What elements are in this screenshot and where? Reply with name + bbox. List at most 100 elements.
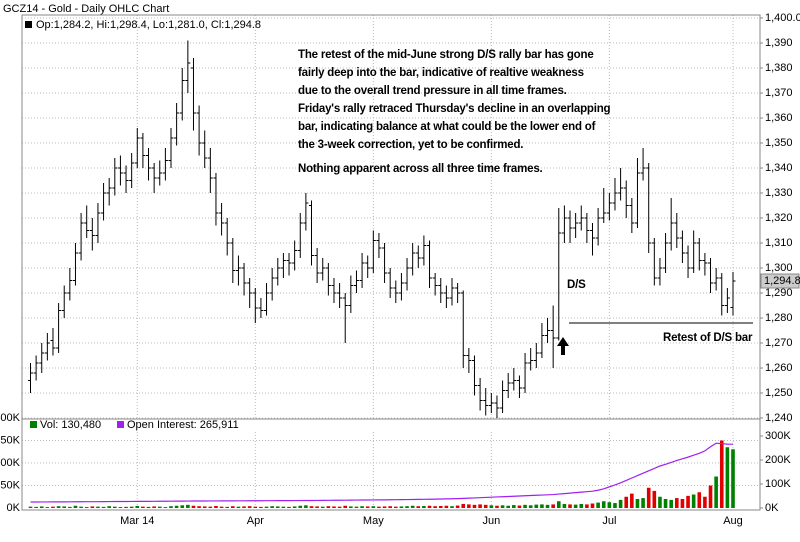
x-tick-label: Jun	[482, 515, 500, 527]
y-tick-label: 0K	[7, 502, 21, 514]
volume-bar	[264, 506, 269, 508]
volume-bar	[422, 505, 426, 508]
ds-label: D/S	[567, 279, 586, 291]
volume-bar	[146, 506, 151, 508]
commentary-line: the 3-week correction, yet to be confirm…	[298, 139, 523, 151]
volume-bar	[253, 506, 258, 508]
volume-bar	[56, 506, 61, 508]
volume-bar	[731, 449, 735, 508]
x-tick-label: May	[363, 515, 384, 527]
y-tick-label: 150K	[0, 434, 21, 446]
volume-bar	[596, 502, 600, 508]
volume-bar	[186, 504, 190, 508]
volume-bar	[51, 506, 55, 508]
x-tick-label: Apr	[247, 515, 264, 527]
volume-bar	[124, 506, 128, 508]
volume-bar	[197, 506, 201, 508]
legend-label: Open Interest: 265,911	[127, 419, 239, 431]
volume-bar	[495, 505, 499, 508]
volume-bar	[34, 506, 38, 508]
volume-bar	[354, 506, 359, 508]
volume-bar	[669, 499, 673, 508]
volume-bar	[691, 494, 696, 508]
volume-bar	[478, 504, 482, 508]
volume-bar	[708, 485, 713, 508]
volume-bar	[174, 505, 179, 508]
volume-bar	[551, 504, 555, 508]
volume-bar	[613, 503, 617, 508]
commentary: The retest of the mid-June strong D/S ra…	[298, 49, 611, 175]
x-tick-label: Aug	[723, 515, 743, 527]
volume-bar	[601, 501, 606, 508]
volume-bar	[62, 506, 67, 508]
volume-panel	[21, 418, 761, 511]
y-tick-label: 1,270	[765, 337, 793, 349]
commentary-line: Friday's rally retraced Thursday's decli…	[298, 103, 611, 115]
y-tick-label: 1,350	[765, 137, 793, 149]
volume-bar	[45, 507, 50, 508]
volume-bar	[68, 506, 72, 508]
volume-bar	[236, 506, 241, 508]
volume-bar	[281, 506, 286, 508]
commentary-line: due to the overall trend pressure in all…	[298, 85, 567, 97]
volume-bar	[450, 506, 454, 508]
volume-bar	[377, 506, 381, 508]
volume-bar	[405, 506, 409, 508]
volume-bar	[399, 506, 404, 508]
volume-bar	[343, 505, 348, 508]
volume-bar	[624, 496, 629, 508]
volume-bar	[686, 495, 690, 508]
volume-bar	[714, 476, 718, 508]
y-tick-label: 1,280	[765, 312, 793, 324]
last-price-label: 1,294.8	[764, 275, 800, 287]
retest-label: Retest of D/S bar	[663, 332, 753, 344]
volume-bar	[461, 503, 466, 508]
volume-bar	[433, 506, 437, 508]
volume-bar	[427, 505, 432, 508]
volume-bar	[506, 505, 510, 508]
volume-bar	[635, 499, 640, 508]
volume-bar	[90, 506, 95, 508]
price-legend: Op:1,284.2, Hi:1,298.4, Lo:1,281.0, Cl:1…	[36, 19, 261, 31]
volume-bar	[107, 506, 111, 508]
volume-bar	[675, 498, 679, 508]
volume-bar	[180, 505, 185, 508]
volume-bar	[163, 507, 168, 508]
volume-bar	[118, 507, 123, 508]
volume-bar	[585, 504, 589, 508]
y-tick-label: 1,400.0	[765, 12, 800, 24]
volume-bar	[141, 506, 145, 508]
volume-bar	[618, 499, 623, 508]
arrow	[557, 337, 569, 355]
volume-bar	[528, 505, 533, 508]
volume-bar	[467, 504, 471, 508]
legend-label: Vol: 130,480	[40, 419, 101, 431]
y-tick-label: 1,340	[765, 162, 793, 174]
commentary-line: bar, indicating balance at what could be…	[298, 121, 596, 133]
volume-bar	[315, 506, 319, 508]
volume-bar	[79, 506, 83, 508]
last-price-box	[760, 273, 800, 289]
volume-bar	[719, 440, 724, 508]
volume-bar	[28, 506, 33, 508]
volume-bar	[680, 499, 685, 508]
volume-bar	[349, 506, 353, 508]
volume-bar	[545, 504, 550, 508]
volume-bar	[360, 506, 364, 508]
volume-bar	[219, 506, 224, 508]
volume-bar	[663, 499, 668, 508]
volume-bar	[646, 487, 651, 508]
volume-bar	[438, 505, 443, 508]
volume-bar	[84, 507, 89, 508]
volume-bar	[472, 504, 477, 508]
y-tick-label: 1,370	[765, 87, 793, 99]
y-tick-label: 1,300	[765, 262, 793, 274]
volume-bar	[416, 506, 421, 508]
volume-bar	[73, 505, 78, 508]
volume-bar	[483, 504, 488, 508]
volume-bar	[562, 503, 567, 508]
y-tick-label: 1,240	[765, 412, 793, 424]
volume-bar	[512, 505, 516, 508]
